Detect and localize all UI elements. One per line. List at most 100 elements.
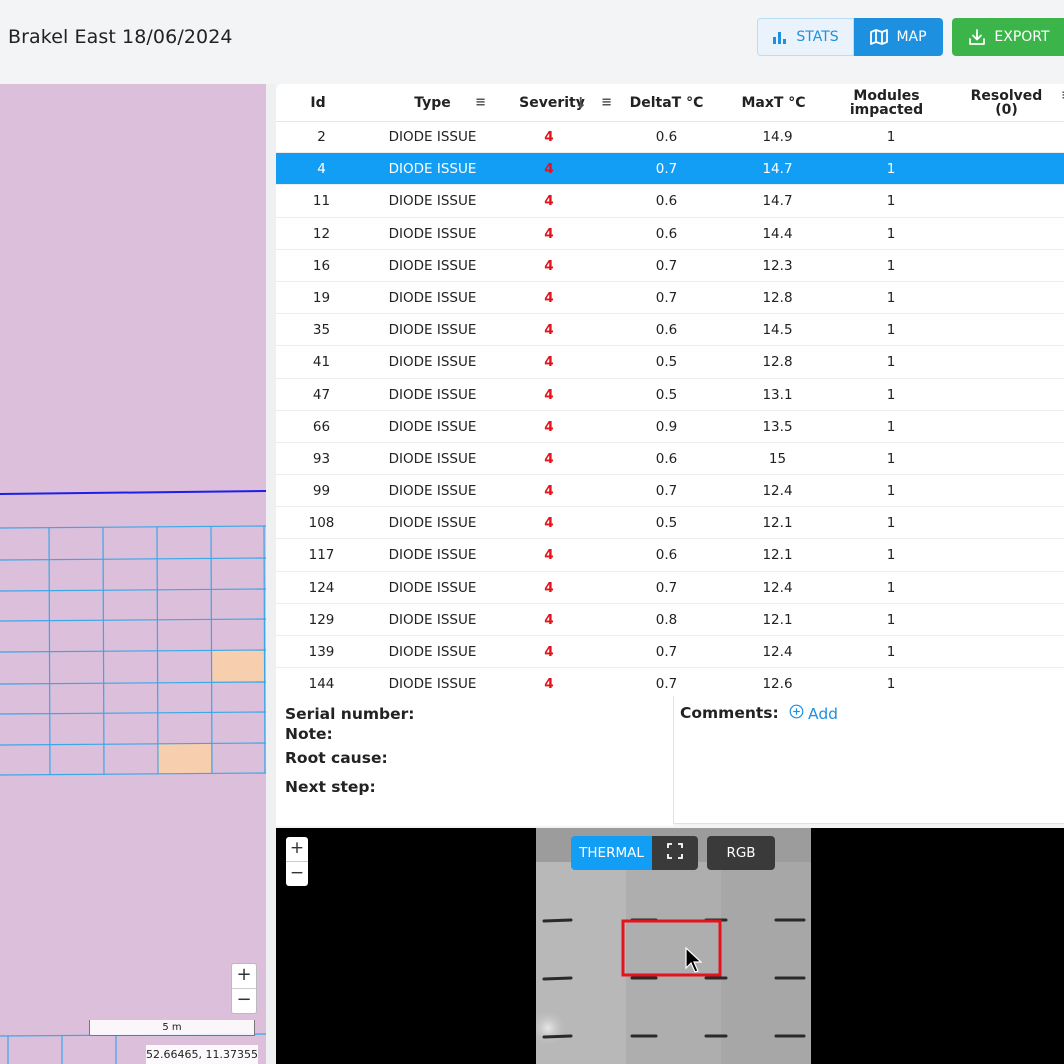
cell-id: 41: [312, 354, 331, 371]
table-row[interactable]: 47 DIODE ISSUE 4 0.5 13.1 1: [276, 379, 1064, 411]
cell-severity: 4: [544, 611, 554, 628]
table-row[interactable]: 35 DIODE ISSUE 4 0.6 14.5 1: [276, 314, 1064, 347]
cell-modules: 1: [886, 483, 896, 500]
column-header-type[interactable]: Type ≡: [414, 94, 486, 111]
table-row[interactable]: 4 DIODE ISSUE 4 0.7 14.7 1: [276, 153, 1064, 186]
cell-maxt: 12.4: [762, 483, 793, 500]
cell-type: DIODE ISSUE: [388, 289, 477, 306]
cell-deltat: 0.8: [655, 611, 678, 628]
table-row[interactable]: 93 DIODE ISSUE 4 0.6 15 1: [276, 443, 1064, 476]
table-row[interactable]: 117 DIODE ISSUE 4 0.6 12.1 1: [276, 539, 1064, 572]
cell-id: 124: [308, 579, 335, 596]
cell-id: 11: [312, 193, 331, 210]
cell-modules: 1: [886, 225, 896, 242]
cell-modules: 1: [886, 611, 896, 628]
export-button[interactable]: EXPORT: [952, 18, 1064, 56]
cell-modules: 1: [886, 450, 896, 467]
add-comment-button[interactable]: Add: [789, 704, 838, 723]
table-row[interactable]: 12 DIODE ISSUE 4 0.6 14.4 1: [276, 218, 1064, 250]
export-label: EXPORT: [994, 29, 1050, 45]
fullscreen-icon: [667, 843, 683, 863]
cell-modules: 1: [886, 193, 896, 210]
table-row[interactable]: 11 DIODE ISSUE 4 0.6 14.7 1: [276, 185, 1064, 218]
cell-severity: 4: [544, 225, 554, 242]
cell-id: 47: [312, 386, 331, 403]
next-step-label: Next step:: [285, 778, 376, 796]
panel-splitter[interactable]: [266, 84, 276, 1064]
table-row[interactable]: 41 DIODE ISSUE 4 0.5 12.8 1: [276, 346, 1064, 379]
scale-bar: 5 m: [89, 1020, 255, 1036]
column-header-severity[interactable]: Severity ↓ ≡: [519, 93, 612, 112]
site-map[interactable]: + − 5 m 52.66465, 11.37355: [0, 84, 266, 1064]
cell-maxt: 13.5: [762, 418, 793, 435]
cell-id: 139: [308, 644, 335, 660]
column-header-modules[interactable]: Modules impacted: [849, 87, 924, 118]
download-icon: [968, 28, 986, 46]
sort-desc-icon[interactable]: ↓: [574, 93, 587, 112]
map-zoom-in-button[interactable]: +: [236, 964, 252, 985]
table-row[interactable]: 16 DIODE ISSUE 4 0.7 12.3 1: [276, 250, 1064, 282]
cell-severity: 4: [544, 418, 554, 435]
cell-type: DIODE ISSUE: [388, 354, 477, 371]
cell-type: DIODE ISSUE: [388, 676, 477, 693]
cell-modules: 1: [886, 676, 896, 693]
column-header-deltat[interactable]: DeltaT °C: [629, 94, 704, 111]
cell-modules: 1: [886, 322, 896, 339]
viewer-zoom-out-button[interactable]: −: [286, 861, 308, 886]
cell-type: DIODE ISSUE: [388, 257, 477, 274]
map-button[interactable]: MAP: [854, 18, 943, 56]
table-row[interactable]: 124 DIODE ISSUE 4 0.7 12.4 1: [276, 572, 1064, 604]
root-cause-label: Root cause:: [285, 749, 388, 767]
coordinates-readout: 52.66465, 11.37355: [146, 1045, 258, 1064]
table-row[interactable]: 108 DIODE ISSUE 4 0.5 12.1 1: [276, 507, 1064, 540]
cell-type: DIODE ISSUE: [388, 386, 477, 403]
cell-severity: 4: [544, 450, 554, 467]
cell-maxt: 12.4: [762, 644, 793, 660]
filter-icon[interactable]: ≡: [475, 94, 486, 110]
cell-id: 66: [312, 418, 331, 435]
cell-id: 4: [317, 161, 326, 178]
table-row[interactable]: 129 DIODE ISSUE 4 0.8 12.1 1: [276, 604, 1064, 636]
thermal-toggle-button[interactable]: THERMAL: [571, 836, 652, 870]
rgb-toggle-button[interactable]: RGB: [707, 836, 775, 870]
column-header-resolved[interactable]: Resolved (0) ≡: [938, 84, 1064, 121]
fullscreen-button[interactable]: [652, 836, 698, 870]
cell-deltat: 0.7: [655, 257, 678, 274]
stats-button[interactable]: STATS: [757, 18, 854, 56]
cell-id: 144: [308, 676, 335, 693]
cell-deltat: 0.7: [655, 161, 678, 178]
table-row[interactable]: 66 DIODE ISSUE 4 0.9 13.5 1: [276, 411, 1064, 443]
cell-id: 117: [308, 547, 335, 564]
column-header-maxt[interactable]: MaxT °C: [741, 94, 806, 111]
filter-icon[interactable]: ≡: [1061, 89, 1064, 103]
map-zoom-out-button[interactable]: −: [232, 988, 256, 1013]
comments-panel: Comments: Add: [673, 696, 1064, 824]
cell-modules: 1: [886, 354, 896, 371]
viewer-zoom-in-button[interactable]: +: [289, 838, 305, 858]
cell-severity: 4: [544, 161, 554, 178]
cell-maxt: 12.8: [762, 354, 793, 371]
cell-modules: 1: [886, 386, 896, 403]
cell-maxt: 12.8: [762, 289, 793, 306]
cell-severity: 4: [544, 483, 554, 500]
table-row[interactable]: 19 DIODE ISSUE 4 0.7 12.8 1: [276, 282, 1064, 315]
bar-chart-icon: [772, 29, 788, 45]
table-row[interactable]: 139 DIODE ISSUE 4 0.7 12.4 1: [276, 636, 1064, 669]
note-label: Note:: [285, 725, 333, 743]
cell-maxt: 12.3: [762, 257, 793, 274]
cell-severity: 4: [544, 257, 554, 274]
serial-number-label: Serial number:: [285, 705, 415, 723]
cell-maxt: 12.6: [762, 676, 793, 693]
column-header-id[interactable]: Id: [310, 94, 326, 111]
table-row[interactable]: 2 DIODE ISSUE 4 0.6 14.9 1: [276, 121, 1064, 154]
cell-type: DIODE ISSUE: [388, 644, 477, 660]
table-row[interactable]: 144 DIODE ISSUE 4 0.7 12.6 1: [276, 668, 1064, 696]
viewer-zoom-control: + −: [286, 837, 308, 886]
table-row[interactable]: 99 DIODE ISSUE 4 0.7 12.4 1: [276, 475, 1064, 508]
filter-icon[interactable]: ≡: [601, 94, 612, 110]
image-viewer[interactable]: + − THERMAL RGB: [276, 828, 1064, 1064]
cell-type: DIODE ISSUE: [388, 418, 477, 435]
cell-id: 19: [312, 289, 331, 306]
cell-modules: 1: [886, 129, 896, 145]
cell-modules: 1: [886, 644, 896, 660]
